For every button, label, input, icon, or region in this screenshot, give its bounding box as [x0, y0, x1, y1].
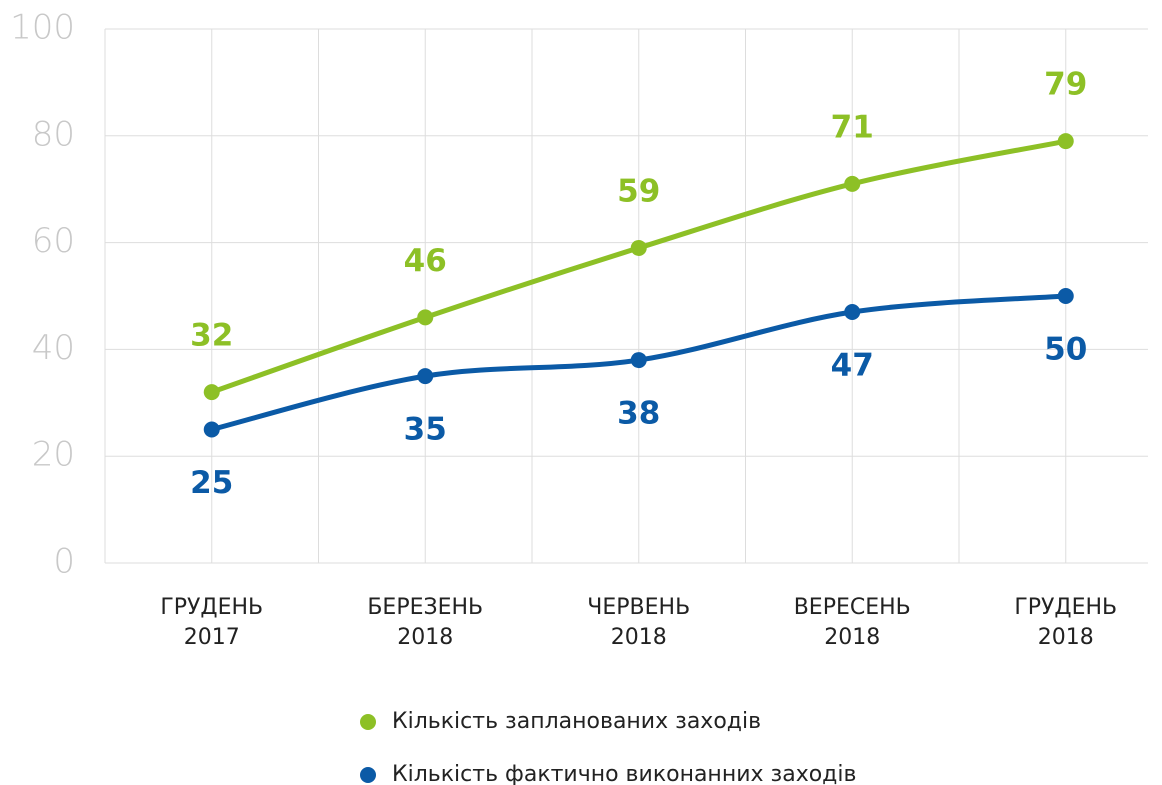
data-label: 32 — [190, 318, 233, 354]
x-tick-label: ЧЕРВЕНЬ 2018 — [587, 595, 691, 650]
data-point — [417, 309, 434, 326]
legend-marker — [360, 714, 376, 730]
data-label: 38 — [617, 396, 660, 432]
legend-marker — [360, 767, 376, 783]
data-label: 46 — [404, 243, 447, 279]
data-label: 79 — [1044, 67, 1087, 103]
x-tick-label: ВЕРЕСЕНЬ 2018 — [793, 595, 911, 650]
y-tick-label: 100 — [10, 8, 75, 48]
y-tick-label: 60 — [32, 221, 75, 261]
data-point — [1057, 288, 1074, 304]
data-point — [203, 384, 220, 401]
data-point — [1057, 133, 1074, 150]
legend-label: Кількість фактично виконанних заходів — [392, 762, 856, 785]
data-label: 47 — [831, 348, 874, 384]
data-label: 50 — [1044, 332, 1087, 368]
y-tick-label: 0 — [53, 542, 75, 582]
x-tick-label: БЕРЕЗЕНЬ 2018 — [367, 595, 484, 650]
y-tick-label: 80 — [32, 114, 75, 154]
data-label: 25 — [190, 465, 233, 501]
data-point — [417, 368, 434, 385]
data-label: 71 — [831, 109, 874, 145]
data-point — [203, 421, 220, 438]
data-point — [630, 239, 647, 256]
data-point — [630, 352, 647, 369]
x-tick-label: ГРУДЕНЬ 2018 — [1014, 595, 1118, 650]
x-tick-label: ГРУДЕНЬ 2017 — [160, 595, 264, 650]
data-label: 35 — [404, 412, 447, 448]
data-point — [844, 175, 861, 192]
y-tick-label: 40 — [32, 328, 75, 368]
data-point — [844, 304, 861, 321]
data-label: 59 — [617, 173, 660, 209]
y-tick-label: 20 — [32, 435, 75, 475]
legend-label: Кількість запланованих заходів — [392, 709, 761, 734]
